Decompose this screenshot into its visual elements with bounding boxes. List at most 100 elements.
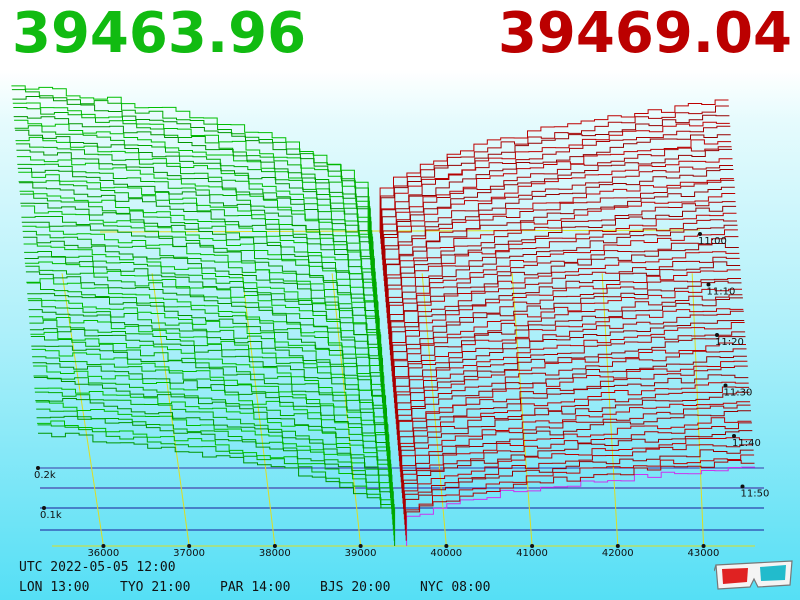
bid-depth-line xyxy=(13,116,371,260)
ask-depth-line xyxy=(390,256,740,366)
ask-depth-line xyxy=(399,381,749,472)
x-tick-mark xyxy=(187,544,192,548)
ask-depth-line xyxy=(387,212,737,329)
bid-depth-line xyxy=(33,375,391,494)
ask-depth-line xyxy=(395,320,745,419)
bid-depth-line xyxy=(22,225,380,361)
grid-line xyxy=(61,273,104,547)
ask-depth-line xyxy=(400,391,750,483)
bid-depth-line xyxy=(26,278,384,409)
bid-depth-line xyxy=(35,398,393,515)
ask-depth-line xyxy=(388,224,738,340)
y-tick-mark xyxy=(36,466,40,470)
grid-line xyxy=(421,273,447,547)
tz-nyc: NYC 08:00 xyxy=(420,580,491,595)
bid-depth-line xyxy=(32,356,390,478)
grid-line xyxy=(511,273,533,547)
x-tick-mark xyxy=(101,544,106,548)
grid-line xyxy=(241,273,276,547)
ask-depth-line xyxy=(405,460,755,541)
bid-depth-line xyxy=(24,256,382,388)
ask-depth-line xyxy=(398,360,748,456)
ask-depth-line xyxy=(396,336,746,435)
x-tick-label: 40000 xyxy=(430,548,462,559)
x-tick-mark xyxy=(272,544,277,548)
time-tick-mark xyxy=(723,383,728,388)
bid-depth-line xyxy=(15,143,374,287)
bid-depth-line xyxy=(17,167,375,308)
ask-depth-line xyxy=(397,355,747,451)
ask-depth-line xyxy=(405,454,755,536)
ask-depth-line xyxy=(393,294,743,398)
bid-depth-line xyxy=(17,163,375,303)
bid-depth-line xyxy=(23,243,381,377)
bid-depth-line xyxy=(37,420,395,536)
ask-depth-line xyxy=(392,278,741,382)
ask-depth-line xyxy=(396,331,746,430)
x-tick-mark xyxy=(701,544,706,548)
grid-line xyxy=(151,273,190,547)
ask-depth-line xyxy=(382,146,732,271)
x-tick-mark xyxy=(444,544,449,548)
ask-depth-line xyxy=(386,201,736,319)
tz-lon: LON 13:00 xyxy=(19,580,90,595)
ask-depth-line xyxy=(394,310,744,414)
ask-depth-line xyxy=(379,99,729,234)
bid-depth-line xyxy=(12,102,370,250)
ask-depth-line xyxy=(402,410,751,499)
x-tick-mark xyxy=(358,544,363,548)
bid-depth-line xyxy=(30,331,388,456)
tz-bjs: BJS 20:00 xyxy=(320,580,391,595)
x-tick-label: 37000 xyxy=(173,548,205,559)
time-tick-mark xyxy=(732,434,736,438)
ask-depth-line xyxy=(403,430,753,515)
time-tick-mark xyxy=(740,484,745,489)
x-tick-label: 39000 xyxy=(345,548,377,559)
bid-depth-line xyxy=(18,180,376,319)
ask-price: 39469.04 xyxy=(497,1,792,66)
ask-depth-line xyxy=(399,374,749,467)
bid-depth-line xyxy=(20,202,378,340)
chart-grid xyxy=(52,229,755,547)
bid-depth-line xyxy=(38,432,396,547)
ask-depth-line xyxy=(384,165,733,287)
ask-depth-series xyxy=(379,99,755,547)
bid-depth-line xyxy=(31,345,389,467)
grid-line xyxy=(601,273,619,547)
ask-depth-line xyxy=(379,105,729,239)
ask-depth-line xyxy=(393,297,743,403)
ask-depth-line xyxy=(385,179,735,303)
bid-depth-line xyxy=(11,85,369,234)
grid-line xyxy=(691,273,705,547)
ask-depth-line xyxy=(380,114,730,244)
bid-depth-line xyxy=(21,216,379,350)
ask-depth-line xyxy=(400,386,750,478)
ask-depth-line xyxy=(383,148,732,276)
tz-par: PAR 14:00 xyxy=(220,580,291,595)
bid-depth-line xyxy=(14,125,372,271)
time-tick-mark xyxy=(698,232,702,236)
bid-depth-line xyxy=(20,193,378,335)
bid-depth-series xyxy=(11,85,396,547)
bid-depth-line xyxy=(30,336,388,462)
time-tick-label: 11:20 xyxy=(715,337,744,348)
bid-depth-line xyxy=(22,230,380,366)
ask-depth-line xyxy=(392,280,742,388)
time-tick-label: 11:50 xyxy=(741,489,770,500)
y-tick-label: 0.2k xyxy=(34,470,56,481)
utc-time: UTC 2022-05-05 12:00 xyxy=(19,560,176,575)
y-tick-mark xyxy=(42,506,46,510)
3d-glasses-icon[interactable] xyxy=(714,559,794,593)
ask-depth-line xyxy=(381,134,731,260)
bid-depth-line xyxy=(11,89,370,239)
ask-depth-line xyxy=(404,449,754,531)
ask-depth-line xyxy=(403,437,753,520)
ask-depth-line xyxy=(395,322,745,425)
bid-depth-line xyxy=(23,236,381,372)
bid-depth-line xyxy=(16,149,374,292)
time-tick-label: 11:10 xyxy=(707,287,736,298)
bid-depth-line xyxy=(27,298,385,425)
bid-price: 39463.96 xyxy=(12,1,307,66)
ask-depth-line xyxy=(389,236,739,350)
